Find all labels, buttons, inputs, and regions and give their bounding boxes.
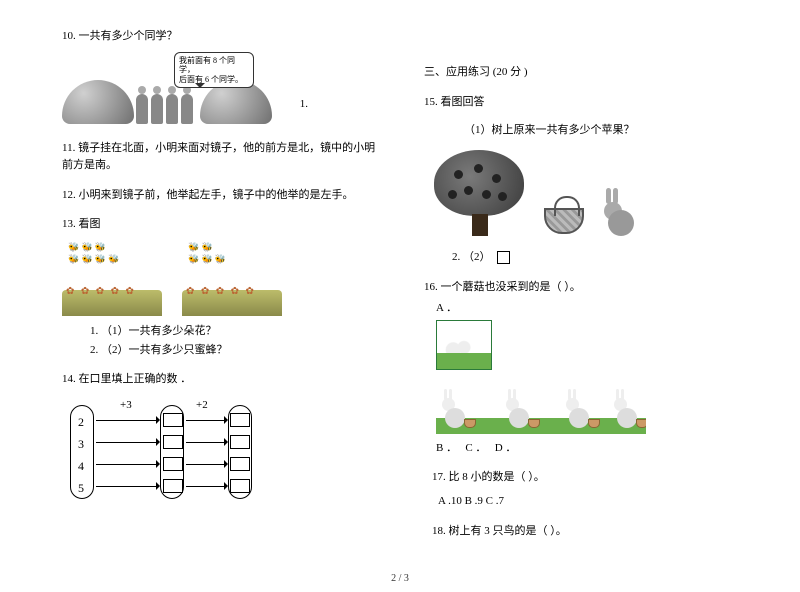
speech-line2: 后面有 6 个同学。 [179,75,249,85]
bees-icon: 🐝 🐝🐝 🐝 🐝 [188,242,226,265]
q14-diagram: +3 +2 2 3 4 5 [70,395,260,505]
bush-icon [62,80,134,124]
q16-optA-image [436,320,492,370]
flower-patch-icon: 🐝 🐝 🐝🐝 🐝 🐝 🐝 [62,238,162,316]
answer-box [163,413,183,427]
question-10: 10. 一共有多少个同学？ 我前面有 8 个同学， 后面有 6 个同学。 1. [62,28,376,128]
q14-start-3: 4 [78,457,84,476]
q15-sub2: 2. （2） [452,248,738,267]
q13-number: 13. [62,218,76,230]
q13-sub2: 2. （2）一共有多少只蜜蜂？ [90,341,376,360]
q15-sub1: （1）树上原来一共有多少个苹果？ [464,121,738,140]
children-icon [136,94,193,124]
q16-title: 一个蘑菇也没采到的是（ ）。 [441,281,581,293]
question-15: 15. 看图回答 （1）树上原来一共有多少个苹果？ [424,94,738,267]
q11-number: 11. [62,142,75,154]
bees-icon: 🐝 🐝 🐝🐝 🐝 🐝 🐝 [68,242,120,265]
answer-box [163,479,183,493]
q17-options: A .10 B .9 C .7 [438,493,738,511]
answer-box [230,457,250,471]
op-label-1: +3 [120,397,132,415]
q13-illustration: 🐝 🐝 🐝🐝 🐝 🐝 🐝 🐝 🐝🐝 🐝 🐝 [62,238,282,316]
left-column: 10. 一共有多少个同学？ 我前面有 8 个同学， 后面有 6 个同学。 1. … [62,28,376,558]
answer-box [230,435,250,449]
q15-title: 看图回答 [441,96,485,108]
q18-number: 18. [432,525,446,537]
q14-start-2: 3 [78,435,84,454]
section-heading: 三、应用练习 (20 分 ) [424,64,738,82]
q18-title: 树上有 3 只鸟的是（ ）。 [449,525,567,537]
q16-optA-label: A ． [436,300,738,318]
q13-title: 看图 [79,218,101,230]
question-17: 17. 比 8 小的数是（ ）。 A .10 B .9 C .7 [432,469,738,510]
q15-number: 15. [424,96,438,108]
q17-number: 17. [432,471,446,483]
q10-title: 一共有多少个同学？ [79,30,178,42]
op-label-2: +2 [196,397,208,415]
q14-start-4: 5 [78,479,84,498]
answer-box [230,413,250,427]
answer-box [230,479,250,493]
question-16: 16. 一个蘑菇也没采到的是（ ）。 A ． B ． C ． D ． [424,279,738,458]
q17-title: 比 8 小的数是（ ）。 [449,471,545,483]
answer-box [163,435,183,449]
q11-text: 镜子挂在北面，小明来面对镜子，他的前方是北，镜中的小明前方是南。 [62,142,375,172]
page-number: 2 / 3 [0,573,800,584]
rabbit-icon [604,196,638,236]
answer-box [497,251,510,264]
q14-start-1: 2 [78,413,84,432]
question-12: 12. 小明来到镜子前，他举起左手，镜子中的他举的是左手。 [62,187,376,205]
basket-icon [544,208,584,234]
q16-number: 16. [424,281,438,293]
question-18: 18. 树上有 3 只鸟的是（ ）。 [432,523,738,541]
q16-bcd-labels: B ． C ． D ． [436,440,738,458]
question-14: 14. 在口里填上正确的数 ． +3 +2 2 3 4 5 [62,371,376,505]
q10-illustration: 我前面有 8 个同学， 后面有 6 个同学。 1. [62,52,272,124]
q13-sub1: 1. （1）一共有多少朵花？ [90,322,376,341]
q15-illustration [424,144,654,244]
q14-number: 14. [62,373,76,385]
q10-sub-number: 1. [300,96,308,114]
speech-line1: 我前面有 8 个同学， [179,56,249,75]
q14-title: 在口里填上正确的数 ． [79,373,192,385]
right-column: 三、应用练习 (20 分 ) 15. 看图回答 （1）树上原来一共有多少个苹果？ [424,28,738,558]
q10-number: 10. [62,30,76,42]
q12-number: 12. [62,189,76,201]
answer-box [163,457,183,471]
question-11: 11. 镜子挂在北面，小明来面对镜子，他的前方是北，镜中的小明前方是南。 [62,140,376,175]
q16-optBCD-image [436,374,646,434]
apple-tree-icon [434,150,524,236]
question-13: 13. 看图 🐝 🐝 🐝🐝 🐝 🐝 🐝 🐝 🐝🐝 🐝 🐝 1. （1）一共有多少… [62,216,376,359]
speech-bubble: 我前面有 8 个同学， 后面有 6 个同学。 [174,52,254,89]
flower-patch-icon: 🐝 🐝🐝 🐝 🐝 [182,238,282,316]
q12-text: 小明来到镜子前，他举起左手，镜子中的他举的是左手。 [79,189,354,201]
